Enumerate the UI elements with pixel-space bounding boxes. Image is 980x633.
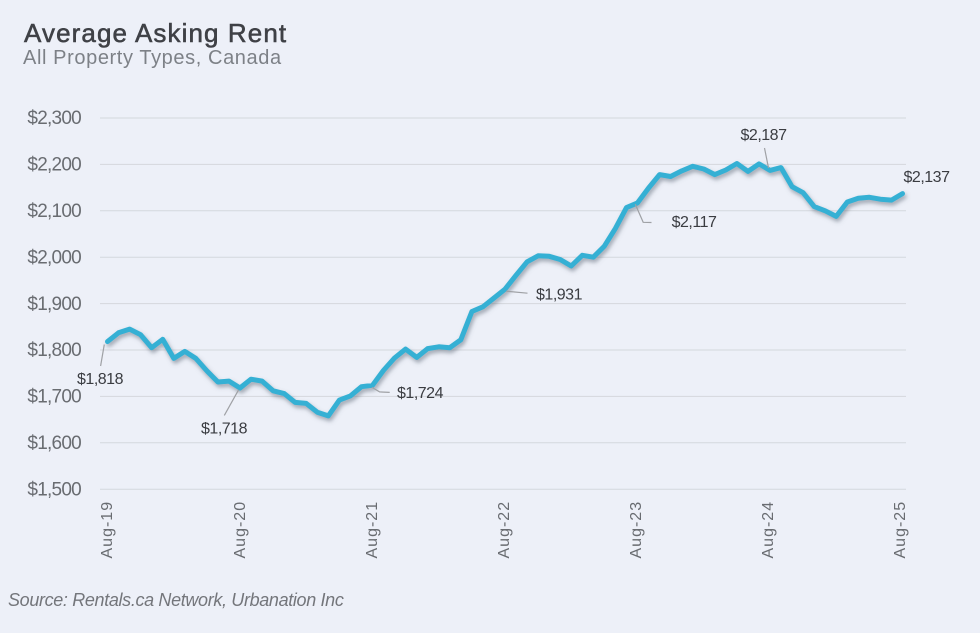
svg-text:$1,931: $1,931 — [536, 287, 583, 304]
svg-text:Aug-24: Aug-24 — [760, 501, 777, 559]
svg-text:$1,718: $1,718 — [201, 421, 248, 438]
svg-text:Aug-20: Aug-20 — [232, 501, 249, 559]
svg-text:$1,700: $1,700 — [27, 387, 81, 408]
svg-text:$2,187: $2,187 — [741, 127, 788, 144]
svg-text:$1,600: $1,600 — [27, 433, 81, 454]
svg-text:$1,724: $1,724 — [397, 385, 444, 402]
svg-text:Aug-19: Aug-19 — [99, 501, 116, 559]
svg-text:$1,818: $1,818 — [77, 371, 124, 388]
svg-text:$2,100: $2,100 — [27, 201, 81, 222]
svg-text:$2,300: $2,300 — [27, 108, 81, 129]
svg-text:Aug-21: Aug-21 — [364, 501, 381, 559]
svg-text:$2,200: $2,200 — [27, 155, 81, 176]
svg-text:Aug-22: Aug-22 — [496, 501, 513, 559]
svg-text:$1,800: $1,800 — [27, 340, 81, 361]
svg-text:$1,500: $1,500 — [27, 479, 81, 500]
svg-text:$2,117: $2,117 — [672, 214, 717, 231]
svg-text:Aug-23: Aug-23 — [628, 501, 645, 559]
svg-text:$2,000: $2,000 — [27, 247, 81, 268]
svg-text:$1,900: $1,900 — [27, 294, 81, 315]
svg-text:Aug-25: Aug-25 — [892, 501, 909, 559]
svg-text:$2,137: $2,137 — [904, 169, 951, 186]
